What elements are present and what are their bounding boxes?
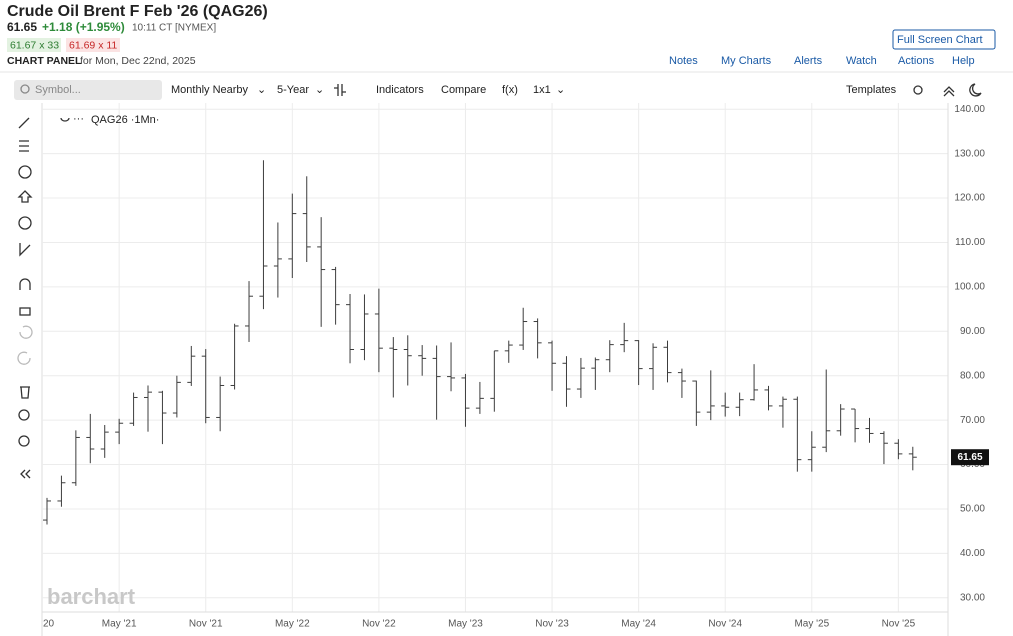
ask-box (66, 38, 120, 52)
tool-redo[interactable] (17, 351, 31, 365)
y-tick-label: 80.00 (960, 370, 985, 381)
y-tick-label: 70.00 (960, 415, 985, 426)
symbol-placeholder[interactable]: Symbol... (35, 84, 81, 96)
x-tick-label: May '21 (102, 619, 137, 630)
tool-shape[interactable] (18, 165, 32, 179)
quote-time: 10:11 CT [NYMEX] (132, 23, 216, 34)
tool-arrow[interactable] (17, 190, 33, 203)
indicators[interactable]: Indicators (376, 84, 424, 96)
search-icon (20, 84, 30, 94)
draw-tools (17, 117, 33, 479)
tool-trash[interactable] (20, 386, 30, 399)
nav-link[interactable]: Alerts (794, 55, 823, 67)
y-tick-label: 130.00 (954, 148, 985, 159)
templates[interactable]: Templates (846, 84, 897, 96)
x-tick-label: May '25 (794, 619, 829, 630)
symbol-input[interactable] (14, 80, 162, 100)
x-tick-label: 20 (43, 619, 55, 630)
layout[interactable]: 1x1 (533, 84, 551, 96)
tool-fib[interactable] (19, 140, 29, 152)
price: 61.65 (7, 20, 37, 34)
x-tick-label: May '22 (275, 619, 310, 630)
x-tick-label: Nov '21 (189, 619, 223, 630)
x-tick-label: Nov '23 (535, 619, 569, 630)
y-tick-label: 90.00 (960, 326, 985, 337)
bid: 61.67 x 33 (10, 39, 59, 51)
y-tick-label: 50.00 (960, 504, 985, 515)
settings-icon[interactable] (913, 85, 923, 95)
y-tick-label: 30.00 (960, 592, 985, 603)
collapse-icon[interactable] (943, 86, 955, 97)
ask: 61.69 x 11 (69, 39, 117, 51)
y-tick-label: 100.00 (954, 282, 985, 293)
legend: QAG26 ·1Mn· (91, 114, 159, 126)
tool-measure[interactable] (19, 243, 31, 257)
nav-link[interactable]: Help (952, 55, 975, 67)
tool-line[interactable] (18, 117, 30, 129)
legend-dots: ··· (73, 113, 84, 125)
x-tick-label: May '23 (448, 619, 483, 630)
x-tick-label: Nov '25 (882, 619, 916, 630)
fx[interactable]: f(x) (502, 84, 518, 96)
theme-icon[interactable] (969, 83, 982, 97)
y-tick-label: 140.00 (954, 104, 985, 115)
y-tick-label: 40.00 (960, 548, 985, 559)
x-tick-label: Nov '24 (708, 619, 742, 630)
tool-number[interactable] (18, 216, 32, 230)
period[interactable]: Monthly Nearby (171, 84, 249, 96)
compare[interactable]: Compare (441, 84, 486, 96)
plot-area: 30.0040.0050.0060.0070.0080.0090.00100.0… (42, 103, 989, 636)
caret: ⌄ (257, 84, 266, 96)
bar-type-icon[interactable] (334, 84, 346, 96)
watermark: barchart (47, 584, 136, 609)
title: Crude Oil Brent F Feb '26 (QAG26) (7, 3, 268, 20)
panel-date: for Mon, Dec 22nd, 2025 (80, 55, 196, 67)
tool-collapse[interactable] (20, 469, 31, 479)
last-price: 61.65 (957, 452, 982, 463)
x-tick-label: May '24 (621, 619, 656, 630)
change: +1.18 (+1.95%) (42, 20, 125, 34)
y-tick-label: 120.00 (954, 193, 985, 204)
fullscreen-button[interactable] (892, 29, 996, 50)
caret: ⌄ (315, 84, 324, 96)
fullscreen-label[interactable]: Full Screen Chart (897, 34, 983, 46)
y-tick-label: 110.00 (955, 237, 985, 248)
nav-link[interactable]: Notes (669, 55, 698, 67)
tool-zoom-out[interactable] (18, 435, 30, 447)
nav-link[interactable]: Actions (898, 55, 935, 67)
nav-link[interactable]: My Charts (721, 55, 772, 67)
panel-label: CHART PANEL (7, 55, 82, 67)
tool-lock[interactable] (19, 307, 31, 316)
tool-magnet[interactable] (19, 278, 31, 290)
nav: Notes My Charts Alerts Watch Actions Help (669, 55, 975, 67)
tool-undo[interactable] (19, 325, 33, 339)
bid-box (7, 38, 61, 52)
tool-zoom-in[interactable] (18, 409, 30, 421)
caret: ⌄ (556, 84, 565, 96)
eye-icon[interactable] (60, 117, 70, 122)
x-tick-label: Nov '22 (362, 619, 396, 630)
nav-link[interactable]: Watch (846, 55, 877, 67)
last-price-box (951, 449, 989, 466)
range[interactable]: 5-Year (277, 84, 309, 96)
